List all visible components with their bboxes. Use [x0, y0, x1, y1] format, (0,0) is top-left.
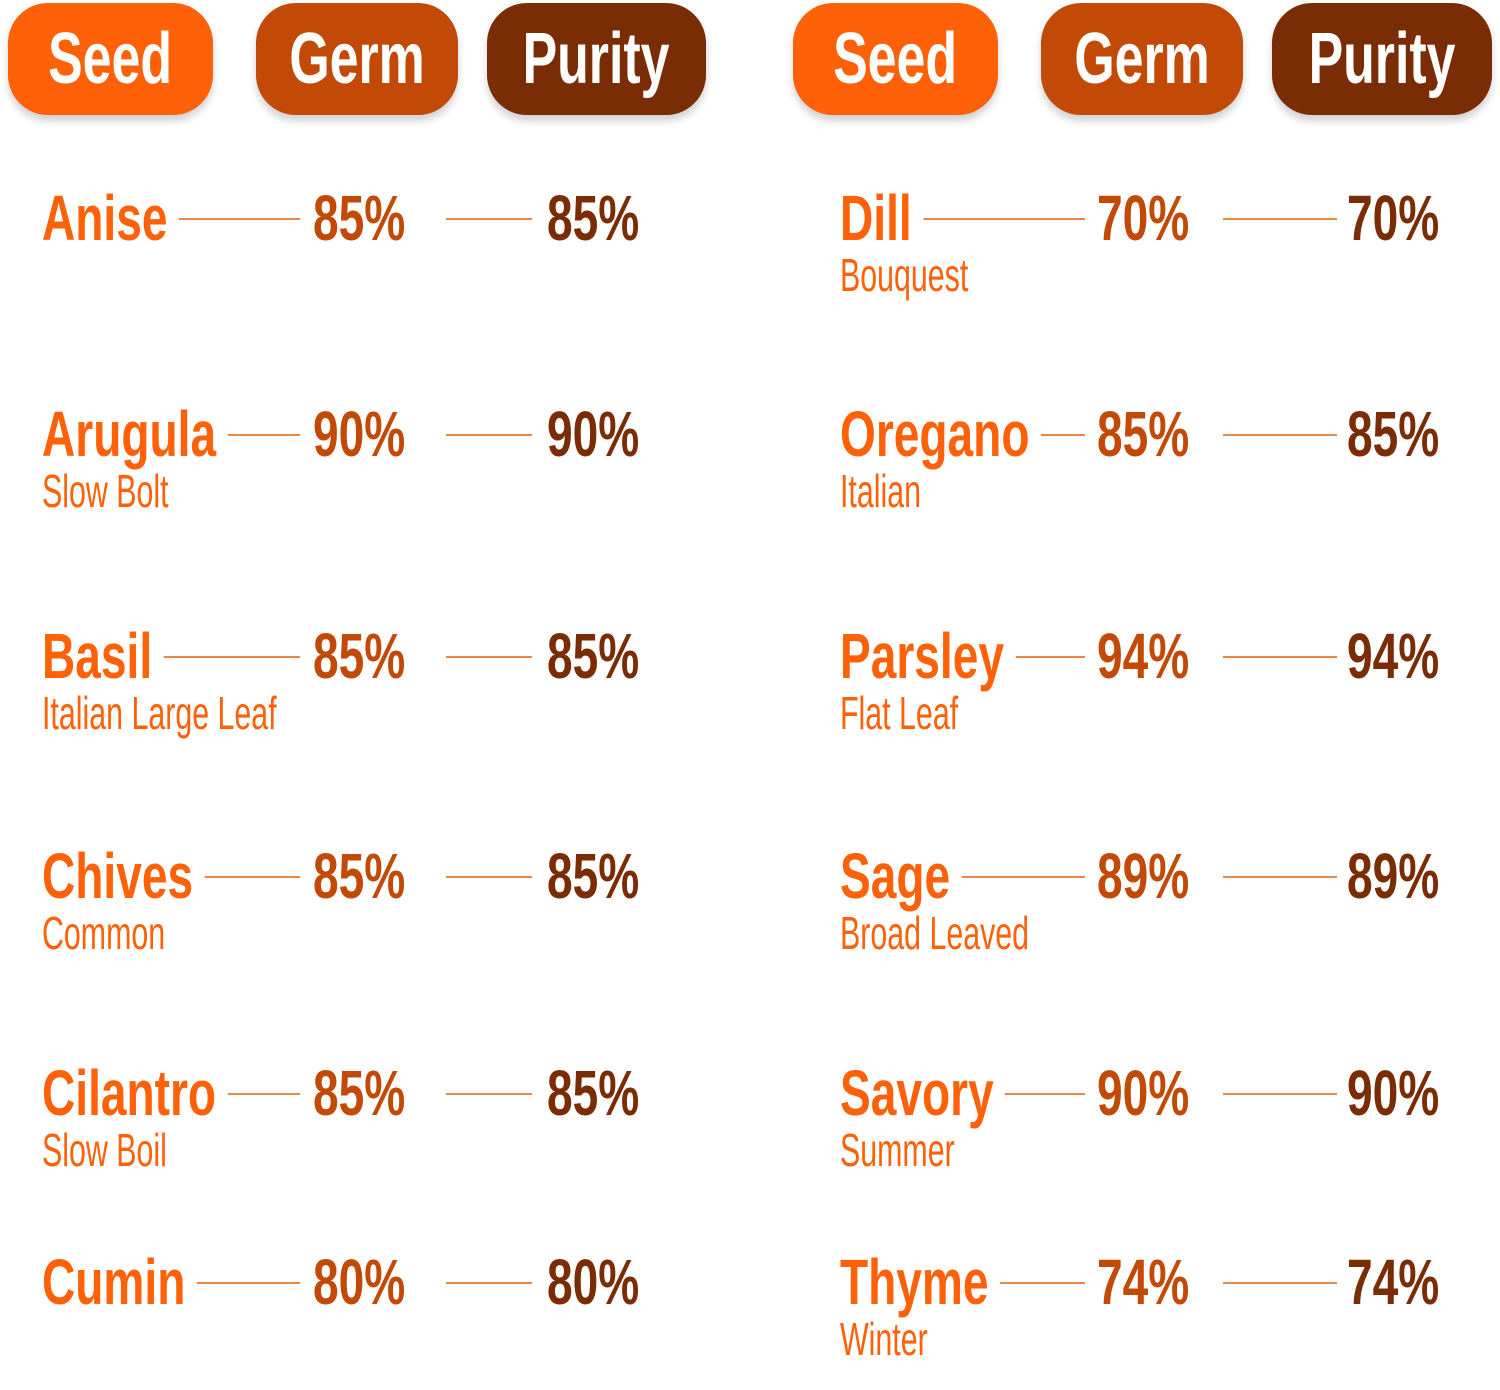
purity-value: 85%: [1347, 398, 1440, 470]
germ-value: 80%: [313, 1246, 406, 1318]
seed-row: Parsley Flat Leaf 94% 94%: [840, 624, 1477, 764]
seed-variety: Summer: [840, 1124, 955, 1176]
seed-name: Parsley: [840, 624, 1016, 688]
purity-value: 85%: [547, 840, 640, 912]
header-label: Purity: [1308, 19, 1456, 99]
seed-variety: Italian Large Leaf: [42, 687, 277, 739]
germ-value: 74%: [1097, 1246, 1190, 1318]
seed-name: Basil: [42, 624, 164, 688]
germ-value: 85%: [313, 620, 406, 692]
seed-name: Cumin: [42, 1250, 197, 1314]
connector-line: [850, 876, 1085, 878]
connector-line: [1223, 218, 1337, 220]
header-purity: Purity: [1272, 3, 1492, 115]
header-germ: Germ: [1041, 3, 1243, 115]
germ-value: 70%: [1097, 182, 1190, 254]
seed-name: Cilantro: [42, 1061, 228, 1125]
seed-row: Dill Bouquest 70% 70%: [840, 186, 1477, 326]
seed-row: Arugula Slow Bolt 90% 90%: [42, 402, 677, 542]
connector-line: [446, 218, 532, 220]
germ-value: 89%: [1097, 840, 1190, 912]
seed-variety: Flat Leaf: [840, 687, 959, 739]
connector-line: [850, 218, 1085, 220]
header-label: Purity: [523, 19, 670, 99]
seed-row: Savory Summer 90% 90%: [840, 1061, 1477, 1201]
seed-name: Sage: [840, 844, 962, 908]
seed-name: Savory: [840, 1061, 1006, 1125]
connector-line: [1223, 656, 1337, 658]
purity-value: 85%: [547, 182, 640, 254]
seed-variety: Slow Bolt: [42, 465, 169, 517]
seed-variety: Broad Leaved: [840, 907, 1030, 959]
seed-variety: Italian: [840, 465, 922, 517]
purity-value: 90%: [547, 398, 640, 470]
purity-value: 94%: [1347, 620, 1440, 692]
seed-name: Dill: [840, 186, 924, 250]
connector-line: [1223, 434, 1337, 436]
seed-row: Thyme Winter 74% 74%: [840, 1250, 1477, 1390]
seed-name: Oregano: [840, 402, 1041, 466]
seed-variety: Slow Boil: [42, 1124, 167, 1176]
purity-value: 70%: [1347, 182, 1440, 254]
germ-value: 90%: [313, 398, 406, 470]
connector-line: [446, 1282, 532, 1284]
purity-value: 89%: [1347, 840, 1440, 912]
header-seed: Seed: [8, 3, 213, 115]
germ-value: 85%: [313, 182, 406, 254]
connector-line: [1223, 876, 1337, 878]
seed-row: Chives Common 85% 85%: [42, 844, 677, 984]
purity-value: 74%: [1347, 1246, 1440, 1318]
germ-value: 85%: [1097, 398, 1190, 470]
header-label: Germ: [1074, 19, 1210, 99]
seed-name: Thyme: [840, 1250, 1001, 1314]
seed-name: Chives: [42, 844, 205, 908]
germ-value: 85%: [313, 840, 406, 912]
header-label: Seed: [48, 19, 173, 99]
seed-name: Anise: [42, 186, 180, 250]
seed-variety: Bouquest: [840, 249, 969, 301]
purity-value: 90%: [1347, 1057, 1440, 1129]
seed-variety: Common: [42, 907, 166, 959]
connector-line: [446, 1093, 532, 1095]
purity-value: 80%: [547, 1246, 640, 1318]
header-label: Seed: [833, 19, 958, 99]
header-seed: Seed: [793, 3, 998, 115]
seed-row: Cumin 80% 80%: [42, 1250, 677, 1390]
header-germ: Germ: [256, 3, 458, 115]
seed-row: Cilantro Slow Boil 85% 85%: [42, 1061, 677, 1201]
connector-line: [446, 434, 532, 436]
header-label: Germ: [289, 19, 425, 99]
connector-line: [1223, 1093, 1337, 1095]
seed-row: Oregano Italian 85% 85%: [840, 402, 1477, 542]
seed-variety: Winter: [840, 1313, 928, 1365]
seed-row: Sage Broad Leaved 89% 89%: [840, 844, 1477, 984]
connector-line: [52, 656, 300, 658]
seed-name: Arugula: [42, 402, 228, 466]
connector-line: [446, 876, 532, 878]
germ-value: 90%: [1097, 1057, 1190, 1129]
seed-row: Anise 85% 85%: [42, 186, 677, 326]
header-purity: Purity: [487, 3, 706, 115]
seed-row: Basil Italian Large Leaf 85% 85%: [42, 624, 677, 764]
germ-value: 85%: [313, 1057, 406, 1129]
connector-line: [446, 656, 532, 658]
purity-value: 85%: [547, 1057, 640, 1129]
germ-value: 94%: [1097, 620, 1190, 692]
connector-line: [1223, 1282, 1337, 1284]
purity-value: 85%: [547, 620, 640, 692]
